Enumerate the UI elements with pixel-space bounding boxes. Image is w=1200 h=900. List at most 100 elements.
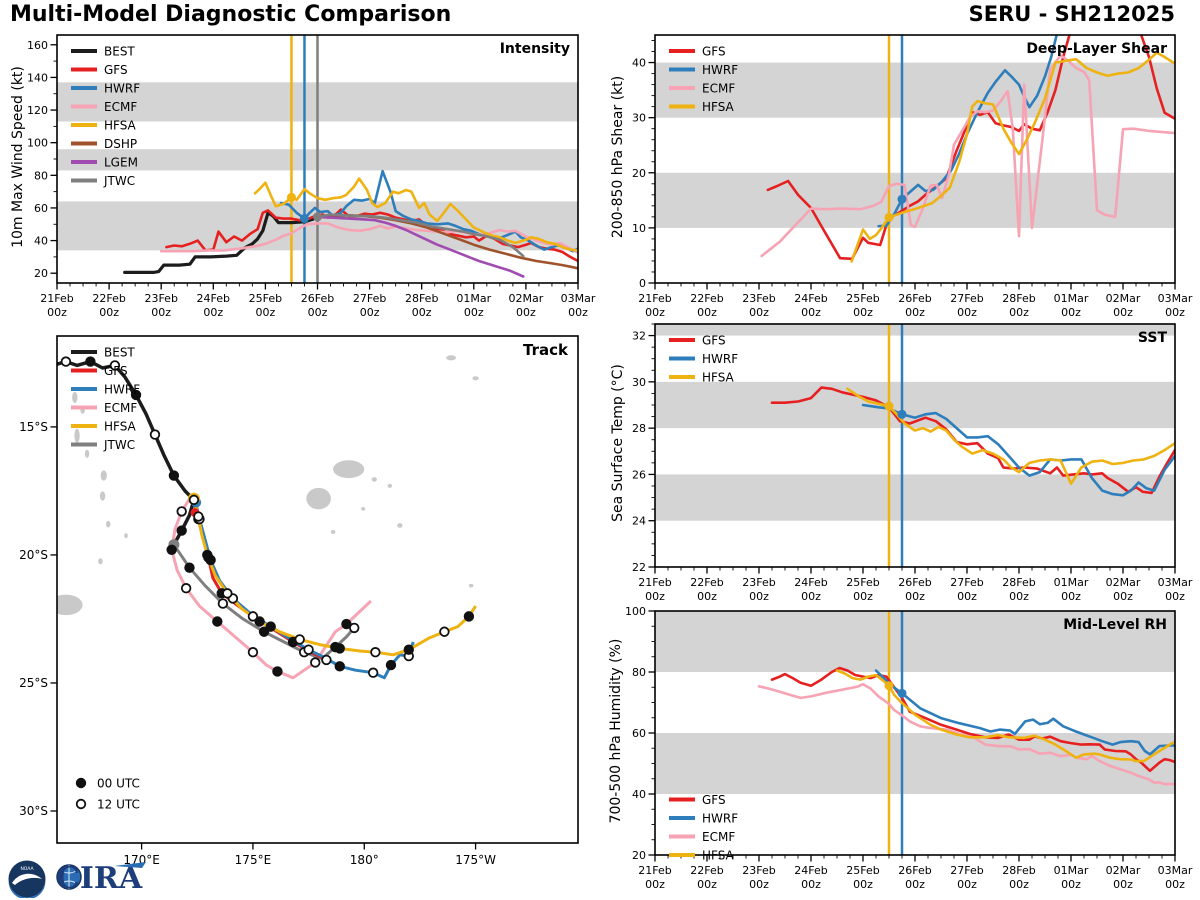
axis-ticks: 21Feb 00z 22Feb 00z 23Feb 00z 24Feb 00z 25Feb 00z…: [625, 605, 1193, 891]
x-tick-label: 25Feb 00z: [846, 576, 879, 603]
x-tick-label: 21Feb 00z: [638, 864, 671, 891]
x-tick-label: 28Feb 00z: [1002, 576, 1035, 603]
land-mass: [387, 483, 393, 488]
lat-tick-label: 20°S: [19, 548, 48, 562]
x-tick-label: 28Feb 00z: [1002, 292, 1035, 319]
shaded-band: [655, 474, 1175, 521]
position-dot-12utc: [321, 654, 332, 666]
page-title: Multi-Model Diagnostic Comparison: [10, 2, 452, 27]
position-dot-12utc: [109, 360, 121, 371]
x-tick-label: 26Feb 00z: [898, 292, 931, 319]
y-tick-label: 30: [632, 112, 646, 125]
position-dot-00utc: [403, 644, 414, 655]
position-dot-12utc: [367, 667, 379, 678]
utc-label: 00 UTC: [97, 777, 140, 791]
shaded-band: [655, 733, 1175, 794]
x-tick-label: 01Mar 00z: [456, 292, 491, 319]
panel-title-intensity: Intensity: [500, 41, 570, 57]
y-tick-label: 22: [632, 561, 646, 574]
lon-tick-label: 175°E: [235, 853, 272, 867]
y-tick-label: 120: [27, 104, 48, 117]
y-tick-label: 80: [34, 169, 48, 182]
y-tick-label: 20: [632, 849, 646, 862]
sst-chart: 21Feb 00z 22Feb 00z 23Feb 00z 24Feb 00z 25Feb 00z…: [632, 323, 1193, 603]
init-marker-HWRF: [897, 194, 907, 204]
x-tick-label: 21Feb 00z: [40, 292, 73, 319]
position-dot-12utc: [247, 647, 259, 658]
legend-label-GFS: GFS: [702, 793, 726, 807]
land-mass: [397, 523, 403, 528]
series-ECMF: [159, 222, 578, 255]
position-dot-12utc: [303, 644, 314, 655]
legend-label-ECMF: ECMF: [104, 401, 137, 415]
land-mass: [333, 460, 365, 479]
land-mass: [84, 449, 90, 458]
panel-border: [654, 610, 1176, 856]
legend: GFS HWRF ECMF HFSA: [669, 793, 738, 862]
utc-marker-open: [75, 798, 87, 810]
series-HFSA: [835, 669, 1175, 763]
y-tick-label: 28: [632, 422, 646, 435]
init-marker-JTWC: [313, 212, 322, 222]
y-tick-label: 20: [632, 167, 646, 180]
footer-logos: NOAA CIRA: [8, 858, 150, 900]
land-mass: [98, 558, 103, 565]
shaded-band: [655, 62, 1175, 118]
position-dot-12utc: [247, 611, 259, 622]
series-HWRF: [861, 403, 1175, 497]
x-tick-label: 03Mar 00z: [1158, 292, 1193, 319]
y-tick-label: 26: [632, 468, 646, 481]
shaded-band: [655, 324, 1175, 336]
y-tick-label: 40: [632, 57, 646, 70]
x-tick-label: 22Feb 00z: [690, 864, 723, 891]
position-dot-00utc: [385, 659, 397, 671]
x-tick-label: 23Feb 00z: [742, 864, 775, 891]
legend-label-HFSA: HFSA: [104, 420, 137, 434]
x-tick-label: 27Feb 00z: [950, 864, 983, 891]
intensity-panel: 21Feb 00z 22Feb 00z 23Feb 00z 24Feb 00z 25Feb 00z…: [27, 34, 596, 319]
lon-tick-label: 180°: [350, 853, 379, 867]
y-tick-label: 100: [27, 137, 48, 150]
x-tick-label: 27Feb 00z: [950, 576, 983, 603]
land-mass: [100, 470, 107, 481]
series-HWRF: [877, 35, 1058, 228]
position-dot-12utc: [370, 647, 381, 658]
shear-panel: 21Feb 00z 22Feb 00z 23Feb 00z 24Feb 00z 25Feb 00z…: [632, 34, 1193, 319]
land-mass: [105, 520, 111, 528]
position-dot-12utc: [180, 583, 192, 594]
position-dot-12utc: [188, 494, 200, 506]
position-dot-12utc: [310, 657, 321, 668]
land-mass: [468, 583, 474, 588]
x-tick-label: 02Mar 00z: [509, 292, 544, 319]
legend-label-HWRF: HWRF: [702, 63, 738, 77]
x-tick-label: 28Feb 00z: [405, 292, 438, 319]
y-tick-label: 24: [632, 515, 646, 528]
legend-label-BEST: BEST: [104, 45, 135, 59]
land-mass: [472, 376, 479, 381]
position-dot-12utc: [217, 598, 229, 609]
legend-label-ECMF: ECMF: [702, 82, 735, 96]
y-tick-label: 80: [632, 666, 646, 679]
land-mass: [124, 533, 128, 539]
x-tick-label: 24Feb 00z: [794, 576, 827, 603]
init-marker-HFSA: [884, 681, 894, 691]
position-dot-00utc: [334, 661, 345, 672]
x-tick-label: 24Feb 00z: [794, 292, 827, 319]
intensity-chart: 21Feb 00z 22Feb 00z 23Feb 00z 24Feb 00z 25Feb 00z…: [27, 34, 596, 319]
panel-border: [56, 34, 579, 284]
x-tick-label: 03Mar 00z: [1158, 576, 1193, 603]
series-HWRF: [279, 169, 578, 253]
init-marker-HWRF: [897, 409, 907, 419]
position-dot-00utc: [184, 562, 195, 573]
init-marker-HFSA: [884, 401, 894, 411]
axis-ticks: 21Feb 00z 22Feb 00z 23Feb 00z 24Feb 00z 25Feb 00z…: [27, 39, 596, 319]
position-dot-00utc: [272, 666, 283, 677]
position-dot-12utc: [349, 622, 360, 634]
axis-ticks: 21Feb 00z 22Feb 00z 23Feb 00z 24Feb 00z 25Feb 00z…: [632, 323, 1193, 603]
x-tick-label: 21Feb 00z: [638, 292, 671, 319]
panel-title-sst: SST: [1138, 330, 1168, 346]
legend-label-HWRF: HWRF: [104, 383, 140, 397]
track-GFS: [192, 500, 328, 662]
lat-tick-label: 15°S: [19, 420, 48, 434]
legend-label-GFS: GFS: [104, 63, 128, 77]
